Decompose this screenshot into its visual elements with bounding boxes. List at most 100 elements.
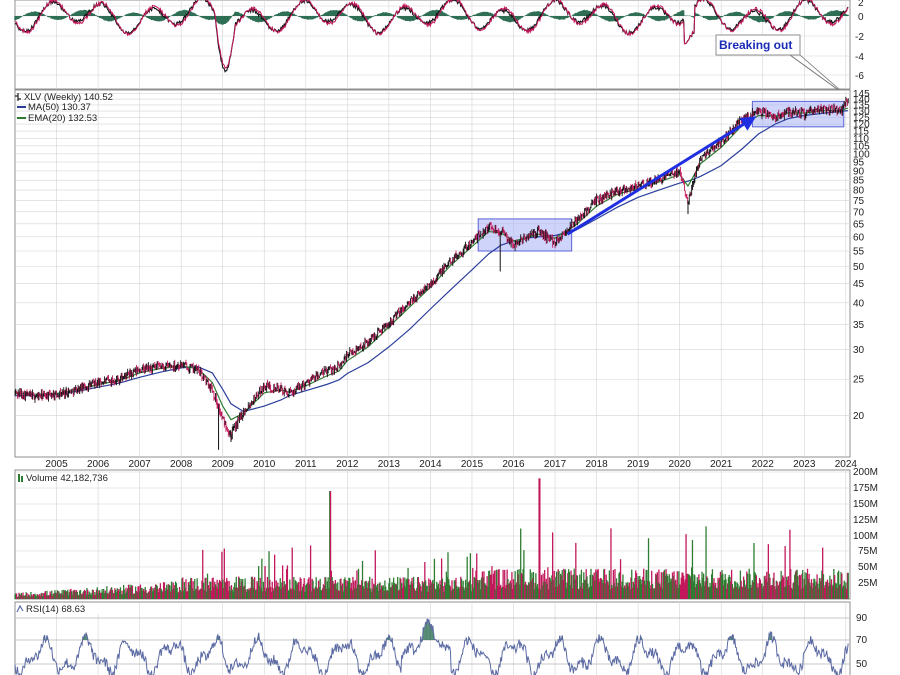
year-tick-label: 2021	[710, 459, 733, 470]
price-tick-label: 120	[853, 120, 870, 131]
price-tick-label: 145	[853, 89, 870, 100]
price-legend: XLV (Weekly) 140.52 MA(50) 130.37 EMA(20…	[15, 92, 113, 124]
rsi-line-path	[14, 618, 849, 675]
macd-tick-label: 0	[858, 12, 864, 23]
price-tick-label: 130	[853, 107, 870, 118]
price-plot-frame	[14, 89, 851, 458]
year-tick-label: 2015	[461, 459, 484, 470]
legend-label-rsi: RSI(14) 68.63	[26, 604, 85, 615]
year-tick-label: 2024	[835, 459, 858, 470]
volume-tick-label: 200M	[853, 467, 878, 478]
year-tick-label: 2018	[585, 459, 608, 470]
volume-tick-label: 125M	[853, 515, 878, 526]
volume-bars	[14, 478, 849, 599]
price-tick-label: 35	[853, 320, 865, 331]
breaking-out-callout: Breaking out	[715, 34, 849, 98]
price-tick-label: 105	[853, 141, 870, 152]
price-tick-label: 135	[853, 100, 870, 111]
macd-tick-label: -2	[855, 32, 864, 43]
price-tick-label: 25	[853, 375, 865, 386]
macd-tick-label: 2	[858, 0, 864, 9]
legend-item-ma: MA(50) 130.37	[17, 102, 91, 113]
year-tick-label: 2007	[129, 459, 152, 470]
price-tick-label: 75	[853, 196, 865, 207]
trend-arrow-line	[566, 116, 757, 236]
year-tick-label: 2013	[378, 459, 401, 470]
volume-panel: 200M 175M 150M 125M 100M 75M 50M 25M Vol…	[14, 467, 878, 600]
volume-grid	[15, 470, 850, 599]
price-tick-label: 70	[853, 207, 865, 218]
legend-swatch-rsi	[16, 603, 104, 614]
legend-swatch-price	[15, 93, 21, 101]
macd-y-axis: 2 0 -2 -4 -6	[855, 0, 864, 82]
rsi-y-axis: 90 70 50	[856, 613, 868, 670]
time-axis: 2005 2006 2007 2008 2009 2010 2011 2012 2013 2014…	[45, 459, 857, 470]
price-tick-label: 140	[853, 95, 870, 106]
price-tick-label: 45	[853, 279, 865, 290]
year-tick-label: 2014	[419, 459, 442, 470]
year-tick-label: 2010	[253, 459, 276, 470]
rsi-panel: 90 70 50 RSI(14) 68.63	[14, 601, 868, 675]
volume-tick-label: 150M	[853, 499, 878, 510]
year-tick-label: 2020	[669, 459, 692, 470]
legend-swatch-volume	[18, 474, 20, 482]
price-tick-label: 100	[853, 149, 870, 160]
legend-label-volume: Volume 42,182,736	[26, 473, 108, 484]
price-tick-label: 110	[853, 134, 869, 145]
price-tick-label: 95	[853, 158, 865, 169]
price-tick-label: 80	[853, 186, 865, 197]
callout-box	[715, 34, 801, 56]
volume-y-axis: 200M 175M 150M 125M 100M 75M 50M 25M	[853, 467, 878, 589]
year-tick-label: 2022	[752, 459, 775, 470]
year-tick-label: 2016	[502, 459, 525, 470]
rsi-legend: RSI(14) 68.63	[16, 603, 104, 615]
volume-plot-frame	[14, 469, 851, 600]
year-tick-label: 2017	[544, 459, 567, 470]
legend-label-price: XLV (Weekly) 140.52	[24, 92, 113, 103]
price-tick-label: 30	[853, 345, 865, 356]
legend-item-ema: EMA(20) 132.53	[17, 113, 97, 124]
year-tick-label: 2011	[295, 459, 317, 470]
rsi-tick-label: 90	[856, 613, 868, 624]
price-y-axis: 1451401351301251201151101051009590858075…	[853, 89, 870, 422]
rsi-line	[14, 618, 849, 675]
trend-arrow	[566, 116, 757, 236]
year-tick-label: 2012	[336, 459, 359, 470]
volume-tick-label: 100M	[853, 531, 878, 542]
macd-tick-label: -6	[855, 71, 864, 82]
price-panel: 1451401351301251201151101051009590858075…	[14, 89, 870, 458]
macd-signal-line	[14, 0, 849, 69]
price-tick-label: 40	[853, 298, 865, 309]
price-tick-label: 55	[853, 247, 865, 258]
year-tick-label: 2009	[212, 459, 235, 470]
macd-lines	[14, 0, 849, 73]
rsi-tick-label: 50	[856, 659, 868, 670]
callout-text: Breaking out	[719, 38, 792, 52]
price-tick-label: 115	[853, 127, 869, 138]
price-tick-label: 60	[853, 232, 865, 243]
price-grid	[15, 90, 850, 457]
price-tick-label: 20	[853, 411, 865, 422]
year-tick-label: 2008	[170, 459, 193, 470]
volume-legend: Volume 42,182,736	[18, 473, 108, 484]
year-tick-label: 2023	[793, 459, 816, 470]
price-bars	[14, 96, 849, 450]
volume-tick-label: 175M	[853, 483, 878, 494]
volume-tick-label: 50M	[858, 562, 877, 573]
price-tick-label: 85	[853, 176, 865, 187]
year-tick-label: 2019	[627, 459, 650, 470]
year-tick-label: 2005	[45, 459, 68, 470]
price-tick-label: 125	[853, 113, 870, 124]
legend-swatch-rsi	[16, 604, 24, 613]
macd-grid	[15, 0, 850, 89]
macd-panel: 2 0 -2 -4 -6 Breaking out	[14, 0, 864, 98]
price-tick-label: 50	[853, 262, 865, 273]
price-tick-label: 90	[853, 166, 865, 177]
rsi-tick-label: 70	[856, 635, 868, 646]
macd-tick-label: -4	[855, 52, 864, 63]
macd-line	[14, 0, 849, 73]
volume-tick-label: 75M	[858, 546, 877, 557]
year-tick-label: 2006	[87, 459, 110, 470]
legend-label-ma: MA(50) 130.37	[28, 102, 91, 113]
